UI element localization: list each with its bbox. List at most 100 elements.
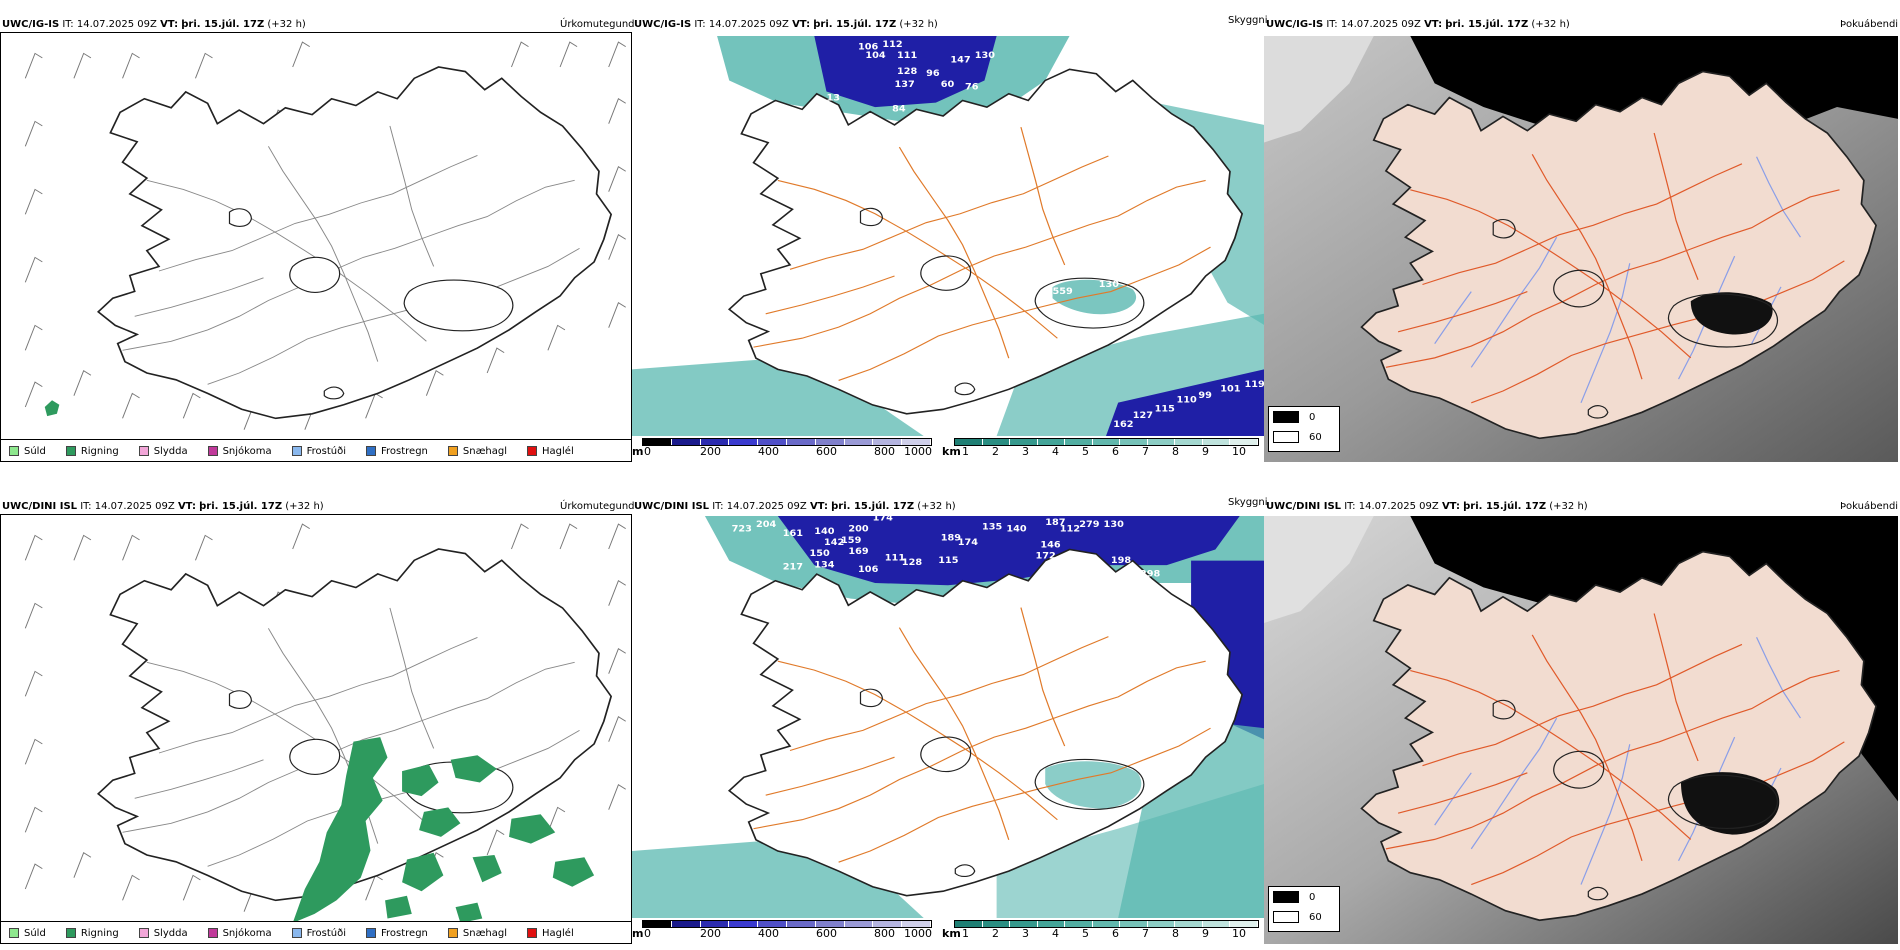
vis-label: 84	[892, 104, 906, 114]
swatch	[1273, 911, 1299, 923]
panel-header: UWC/IG-IS IT: 14.07.2025 09Z VT: þri. 15…	[1266, 18, 1570, 32]
tick-label: 7	[1142, 927, 1149, 940]
cloud-base-scale: m 0 200 400 600 800 1000	[632, 436, 932, 458]
model-name: UWC/DINI ISL	[2, 501, 78, 512]
vis-label: 134	[814, 560, 835, 571]
vis-label: 204	[756, 520, 777, 531]
tick-label: 6	[1112, 445, 1119, 458]
legend-item-snaehagl: Snæhagl	[447, 928, 507, 939]
fog-legend: 0 60	[1268, 406, 1340, 452]
precip-legend: Súld Rigning Slydda Snjókoma Frostúði Fr…	[1, 921, 631, 943]
tick-label: 7	[1142, 445, 1149, 458]
vis-label: 176	[1150, 598, 1170, 609]
vis-label: 147	[950, 55, 970, 65]
swatch	[138, 446, 149, 456]
vis-label: 198	[1111, 555, 1131, 566]
swatch	[1273, 411, 1299, 423]
vis-label: 119	[1104, 600, 1124, 611]
vis-label: 171	[1089, 566, 1109, 577]
tick-label: 10	[1232, 927, 1246, 940]
panel-type-visibility: Skyggni	[1228, 497, 1268, 508]
it-value: 14.07.2025 09Z	[76, 19, 157, 30]
legend-label: Rigning	[80, 927, 119, 939]
legend-item-slydda: Slydda	[138, 446, 188, 457]
lead-time: (+32 h)	[267, 19, 306, 30]
vis-label: 187	[1045, 517, 1065, 528]
lead-time: (+32 h)	[1531, 19, 1570, 30]
swatch	[9, 446, 19, 456]
tick-label: 400	[758, 445, 779, 458]
swatch	[1273, 431, 1299, 443]
vt-value: þri. 15.júl. 17Z	[1445, 19, 1529, 30]
tick-label: 0	[644, 445, 651, 458]
vis-label: 130	[1116, 609, 1137, 620]
swatch	[291, 928, 302, 938]
swatch	[447, 928, 458, 938]
legend-label: Slydda	[153, 927, 188, 939]
cloud-base-scale: m 0 200 400 600 800 1000	[632, 918, 932, 940]
swatch	[138, 928, 149, 938]
legend-item-frostudi: Frostúði	[291, 928, 346, 939]
vis-label: 140	[814, 526, 835, 537]
vis-label: 106	[858, 564, 878, 575]
legend-label: Súld	[24, 445, 46, 457]
vis-label: 203	[1055, 560, 1075, 571]
model-name: UWC/DINI ISL	[634, 501, 710, 512]
swatch	[527, 928, 538, 938]
vt-value: þri. 15.júl. 17Z	[181, 19, 265, 30]
tick-label: 1	[962, 927, 969, 940]
legend-label: 60	[1309, 431, 1322, 443]
swatch	[291, 446, 302, 456]
vt-label: VT:	[177, 501, 196, 512]
it-label: IT:	[712, 501, 724, 512]
tick-label: 1000	[904, 445, 932, 458]
visibility-unit: km	[942, 927, 961, 940]
tick-label: 1	[962, 445, 969, 458]
vis-label: 111	[897, 51, 917, 61]
model-name: UWC/DINI ISL	[1266, 501, 1342, 512]
visibility-labels: 106 112 104 111 147 130 128 96 60 76 137…	[826, 39, 1264, 429]
vis-label: 115	[1155, 404, 1175, 414]
panel-header: UWC/DINI ISL IT: 14.07.2025 09Z VT: þri.…	[2, 500, 324, 514]
legend-label: Rigning	[80, 445, 119, 457]
panel-type-precip: Úrkomutegund	[560, 19, 635, 30]
it-label: IT:	[694, 19, 706, 30]
legend-item-slydda: Slydda	[138, 927, 188, 939]
precip-type-map: Súld Rigning Slydda Snjókoma Frostúði Fr…	[0, 32, 632, 462]
panel-header: UWC/IG-IS IT: 14.07.2025 09Z VT: þri. 15…	[634, 18, 938, 32]
legend-label: Snjókoma	[222, 445, 272, 457]
legend-item-rigning: Rigning	[65, 927, 119, 939]
visibility-colorbar	[954, 438, 1259, 446]
precip-legend: Súld Rigning Slydda Snjókoma Frostúði Fr…	[1, 439, 631, 461]
legend-label: Snæhagl	[462, 445, 508, 457]
fog-legend-item: 0	[1269, 407, 1339, 427]
visibility-map: 723 204 161 140 200 174 142 159 169 150 …	[632, 516, 1264, 944]
model-name: UWC/IG-IS	[1266, 19, 1324, 30]
lead-time: (+32 h)	[285, 501, 324, 512]
vis-label: 137	[895, 79, 915, 89]
it-label: IT:	[1326, 19, 1338, 30]
it-label: IT:	[62, 19, 74, 30]
it-value: 14.07.2025 09Z	[94, 501, 175, 512]
vis-label: 68	[972, 832, 986, 843]
tick-label: 1000	[904, 927, 932, 940]
swatch	[366, 928, 376, 938]
legend-item-frostregn: Frostregn	[366, 928, 428, 939]
it-value: 14.07.2025 09Z	[726, 501, 807, 512]
cloud-base-colorbar	[642, 438, 932, 446]
vis-label: 135	[982, 522, 1002, 533]
vis-label: 161	[783, 528, 803, 539]
vis-label: 174	[958, 537, 979, 548]
tick-label: 400	[758, 927, 779, 940]
precip-type-map: Súld Rigning Slydda Snjókoma Frostúði Fr…	[0, 514, 632, 944]
fog-map-svg	[1264, 516, 1898, 944]
vt-value: þri. 15.júl. 17Z	[813, 19, 897, 30]
vis-label: 112	[1060, 524, 1080, 535]
vt-label: VT:	[1441, 501, 1460, 512]
tick-label: 8	[1172, 445, 1179, 458]
legend-item-rigning: Rigning	[65, 445, 119, 457]
legend-label: Frostregn	[381, 445, 428, 457]
tick-label: 800	[874, 445, 895, 458]
vis-label: 99	[1198, 391, 1212, 401]
lead-time: (+32 h)	[899, 19, 938, 30]
